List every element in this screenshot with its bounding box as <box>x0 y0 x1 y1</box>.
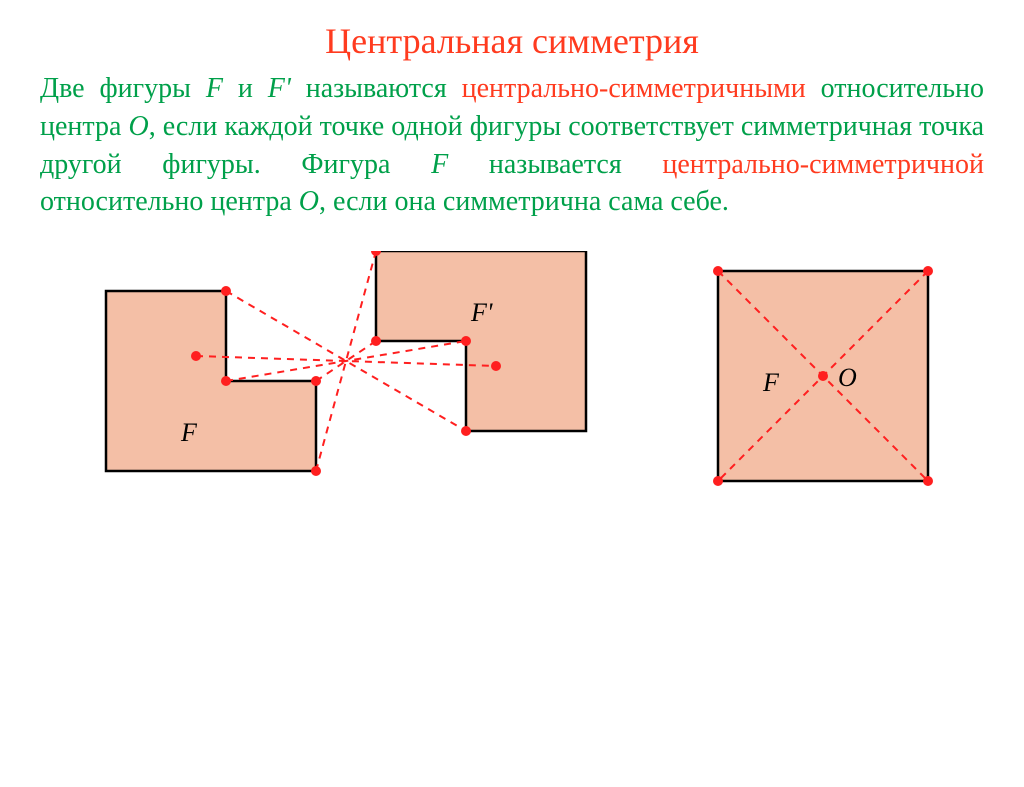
text-run: называются <box>291 73 462 104</box>
text-run: F' <box>268 73 291 104</box>
vertex-point <box>923 266 933 276</box>
text-run: O <box>299 186 319 217</box>
shape-f-prime <box>376 251 586 431</box>
vertex-point <box>311 466 321 476</box>
vertex-point <box>713 266 723 276</box>
text-run: O <box>128 111 148 142</box>
vertex-point <box>221 376 231 386</box>
definition-paragraph: Две фигуры F и F' называются центрально-… <box>40 70 984 221</box>
vertex-point <box>311 376 321 386</box>
vertex-point <box>191 351 201 361</box>
text-run: F <box>206 73 223 104</box>
vertex-point <box>818 371 828 381</box>
text-run: относительно центра <box>40 186 299 217</box>
vertex-point <box>461 426 471 436</box>
text-run: и <box>223 73 268 104</box>
page-title: Центральная симметрия <box>0 20 1024 62</box>
vertex-point <box>923 476 933 486</box>
vertex-point <box>461 336 471 346</box>
text-run: F <box>431 149 448 180</box>
label-o: O <box>838 363 857 392</box>
text-run: центрально-симметричной <box>662 149 984 180</box>
vertex-point <box>491 361 501 371</box>
shape-f <box>106 291 316 471</box>
text-run: Две фигуры <box>40 73 206 104</box>
diagrams-row: FF' OF <box>0 251 1024 511</box>
symmetry-line <box>226 341 466 381</box>
vertex-point <box>713 476 723 486</box>
label-f: F <box>762 368 780 397</box>
text-run: , если она симметрична сама себе. <box>319 186 729 217</box>
label-f: F <box>180 418 198 447</box>
text-run: центрально-симметричными <box>462 73 806 104</box>
label-f-prime: F' <box>470 298 493 327</box>
diagram-square: OF <box>698 261 958 501</box>
vertex-point <box>371 336 381 346</box>
diagram-two-figures: F F' <box>66 251 626 511</box>
vertex-point <box>221 286 231 296</box>
text-run: называется <box>448 149 662 180</box>
